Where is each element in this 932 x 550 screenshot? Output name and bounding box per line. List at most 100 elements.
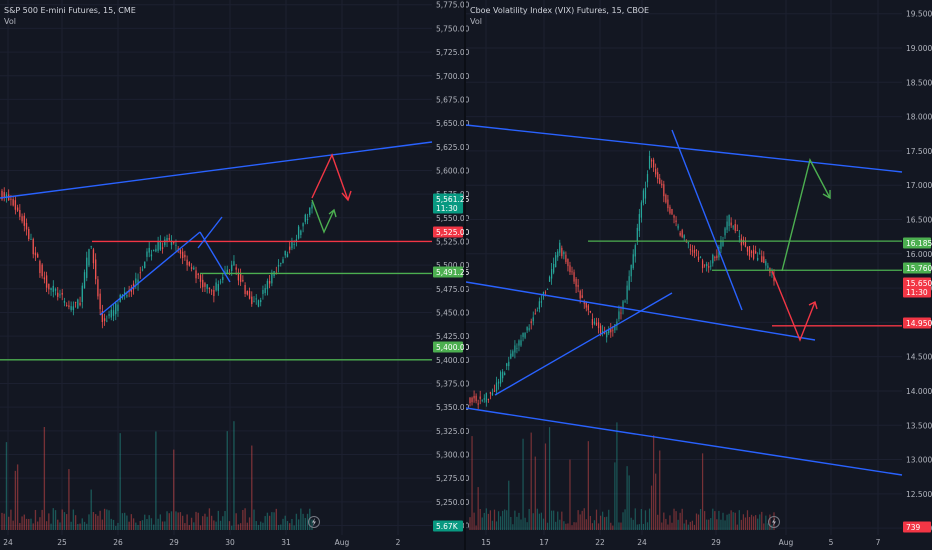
right-price-badge-label: 15.760 — [906, 264, 932, 273]
right-volume-bar — [469, 517, 471, 530]
right-volume-bar — [475, 525, 477, 530]
right-volume-bar — [655, 473, 657, 530]
left-candle-body — [164, 239, 166, 246]
right-price-tick-label: 19.000 — [906, 44, 932, 53]
left-volume-bar — [213, 520, 215, 530]
right-candle-body — [712, 254, 714, 264]
left-volume-bar — [148, 515, 150, 530]
left-candle-body — [115, 303, 117, 315]
left-volume-bar — [121, 513, 124, 530]
left-volume-bar — [112, 519, 115, 530]
right-trend-line — [671, 129, 743, 311]
right-candle-body — [663, 184, 665, 197]
right-volume-bar — [567, 523, 569, 530]
right-volume-bar — [663, 512, 665, 530]
right-candle-body — [573, 272, 575, 282]
left-volume-bar — [101, 519, 104, 530]
right-volume-bar — [520, 519, 522, 530]
right-candle-body — [736, 230, 738, 232]
right-volume-bar — [677, 519, 679, 530]
left-volume-bar — [63, 512, 66, 530]
right-volume-bar — [671, 522, 673, 530]
left-volume-bar — [81, 518, 83, 530]
left-volume-bar — [45, 521, 48, 530]
left-volume-bar — [202, 516, 204, 530]
left-volume-bar — [277, 525, 280, 530]
left-volume-bar — [1, 512, 3, 530]
right-candle-body — [559, 242, 561, 253]
right-candle-body — [479, 396, 481, 399]
right-candle-body — [567, 259, 569, 267]
right-volume-bar — [718, 510, 720, 530]
left-date-tick-label: 30 — [225, 538, 235, 547]
left-volume-bar — [170, 511, 173, 530]
right-candle-body — [538, 301, 540, 309]
right-volume-bar — [683, 523, 685, 530]
left-volume-bar — [268, 515, 271, 530]
left-candle-body — [246, 291, 248, 295]
right-date-tick-label: 22 — [595, 538, 605, 547]
right-candle-body — [716, 255, 718, 259]
right-volume-bar — [695, 513, 698, 530]
left-volume-bar — [128, 521, 130, 530]
right-candle-body — [761, 256, 763, 263]
left-candle-body — [3, 192, 5, 198]
right-volume-bar — [491, 520, 494, 530]
left-volume-bar — [66, 514, 68, 530]
left-candle-body — [88, 249, 90, 266]
right-price-tick-label: 16.500 — [906, 215, 932, 224]
right-candle-body — [701, 260, 704, 269]
right-volume-bar — [697, 514, 700, 530]
right-volume-bar — [571, 525, 573, 530]
left-volume-bar — [242, 509, 244, 530]
left-volume-bar — [50, 523, 52, 530]
right-volume-bar — [622, 512, 624, 530]
right-candle-body — [687, 242, 689, 244]
right-volume-bar — [508, 480, 510, 530]
left-candle-body — [23, 215, 25, 226]
right-candle-body — [489, 391, 492, 394]
right-volume-bar — [626, 466, 628, 530]
right-candle-body — [491, 392, 494, 396]
right-volume-bar — [636, 524, 638, 530]
panel-separator[interactable] — [464, 0, 466, 550]
right-candle-body — [693, 250, 696, 253]
right-candle-body — [569, 265, 571, 273]
left-date-tick-label: 25 — [57, 538, 67, 547]
right-candle-body — [681, 230, 683, 238]
left-volume-bar — [141, 520, 144, 530]
right-candle-body — [587, 305, 589, 311]
left-candle-body — [277, 265, 280, 267]
right-candle-body — [636, 227, 638, 242]
left-candle-body — [242, 279, 244, 282]
right-volume-bar — [624, 509, 626, 530]
left-candle-body — [155, 248, 157, 252]
right-candle-body — [679, 232, 681, 236]
right-arrow-head — [808, 300, 818, 310]
right-volume-bar — [557, 511, 559, 530]
right-volume-bar — [530, 432, 532, 530]
left-candle-body — [110, 309, 112, 318]
left-volume-bar — [297, 519, 300, 530]
right-price-badge-label: 16.185 — [906, 239, 932, 248]
right-volume-bar — [583, 508, 585, 530]
right-volume-bar — [701, 453, 704, 530]
left-price-tick-label: 5,275.00 — [436, 474, 470, 483]
left-candle-body — [177, 248, 179, 250]
left-candle-body — [206, 284, 208, 289]
right-candle-body — [704, 264, 706, 266]
right-price-badge — [903, 521, 931, 533]
left-volume-bar — [92, 512, 95, 530]
left-volume-bar — [164, 521, 166, 530]
left-volume-bar — [77, 524, 79, 530]
left-candle-body — [184, 254, 186, 258]
right-volume-bar — [512, 524, 514, 530]
right-volume-bar — [516, 516, 518, 530]
right-volume-bar — [561, 511, 563, 530]
left-candle-body — [106, 320, 108, 322]
right-volume-bar — [732, 512, 734, 530]
left-candle-body — [10, 198, 12, 200]
left-candle-body — [70, 306, 72, 310]
left-price-tick-label: 5,375.00 — [436, 379, 470, 388]
